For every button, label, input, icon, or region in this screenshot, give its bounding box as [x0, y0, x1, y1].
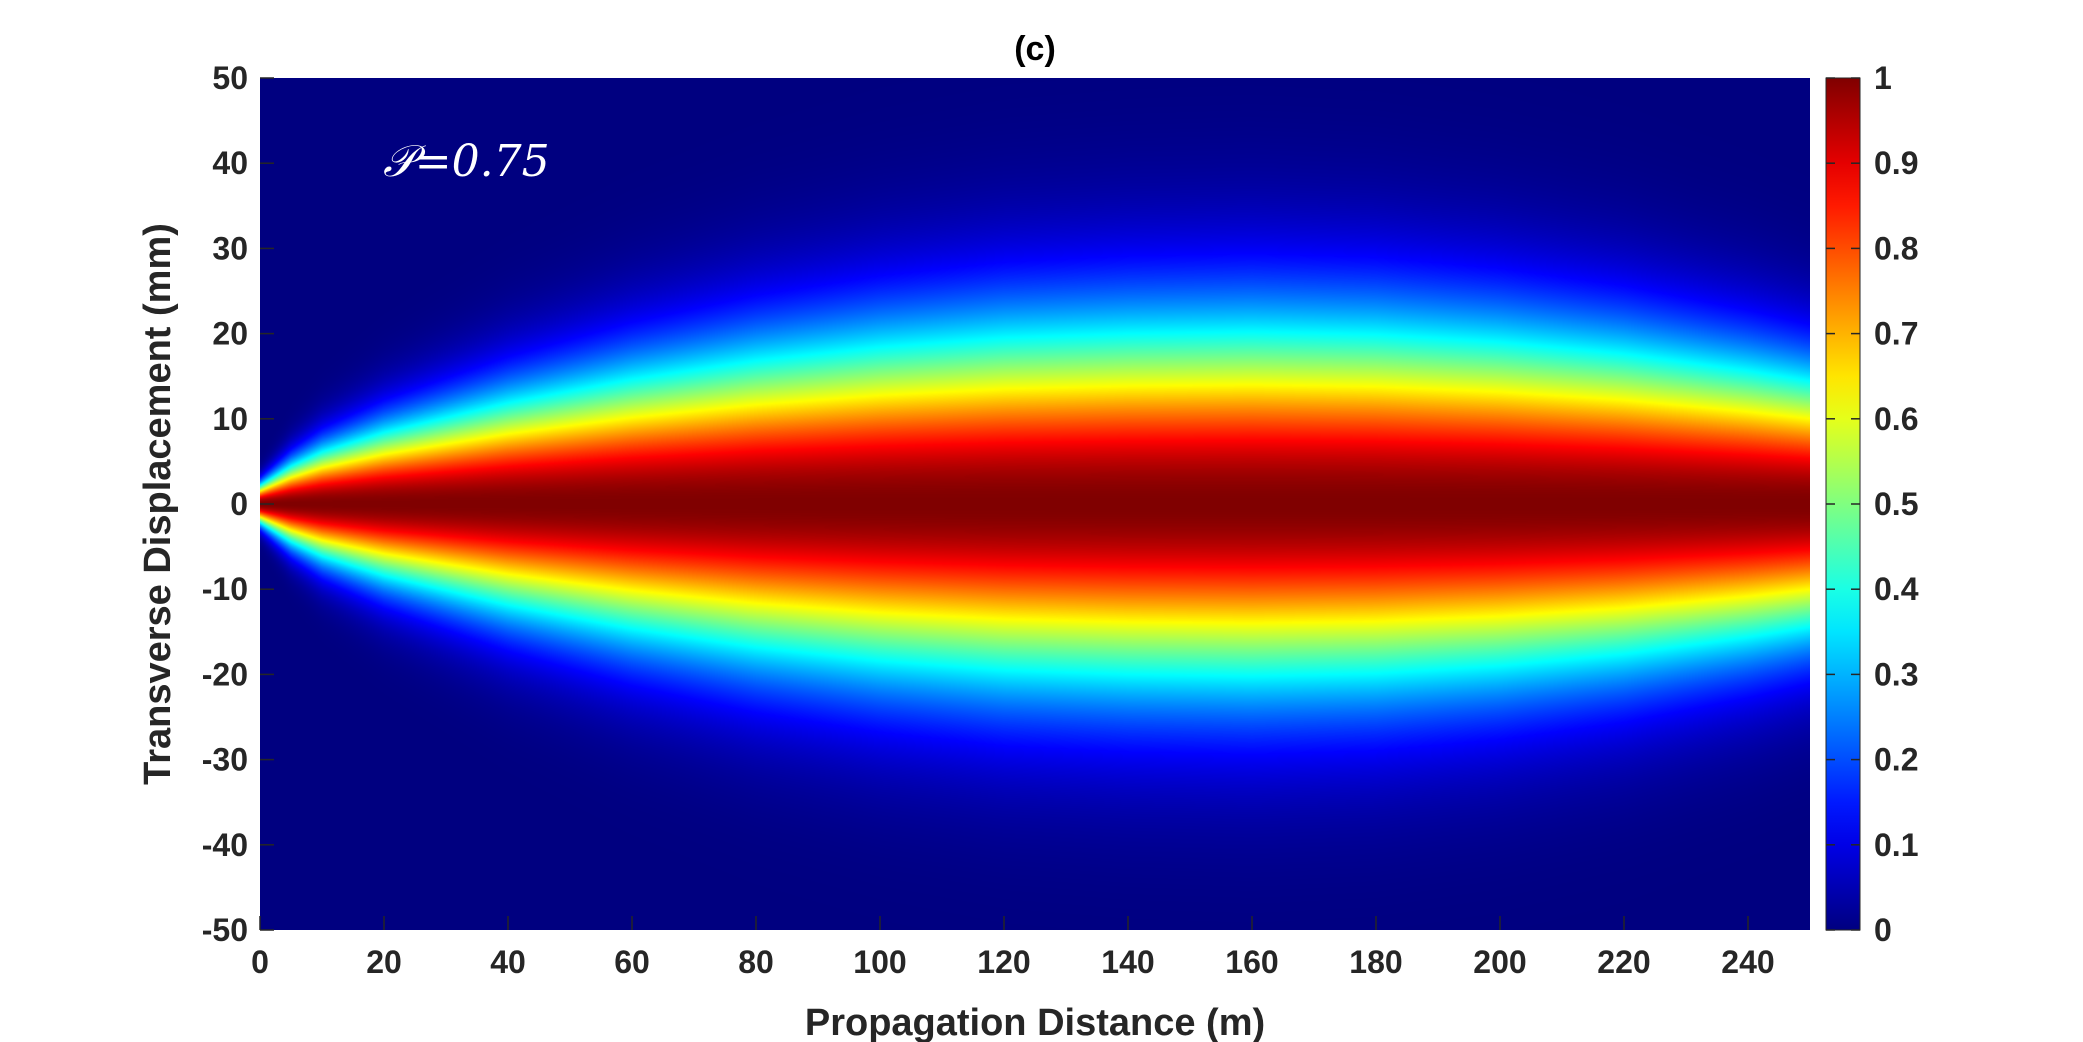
y-tick-label: 30 — [212, 230, 248, 266]
y-tick-label: 20 — [212, 316, 248, 352]
heatmap-canvas — [260, 78, 1810, 930]
colorbar-tick-label: 0.1 — [1874, 827, 1918, 863]
annotation-label: 𝒫=0.75 — [383, 136, 550, 187]
colorbar-ticks: 0 0.1 0.2 0.3 0.4 0.5 0.6 0.7 0.8 0.9 1 — [1826, 60, 1919, 948]
y-tick-label: -10 — [202, 571, 248, 607]
y-tick-label: -20 — [202, 656, 248, 692]
colorbar-tick-label: 1 — [1874, 60, 1892, 96]
y-tick-label: 0 — [230, 486, 248, 522]
x-axis-ticks: 0 20 40 60 80 100 120 140 160 180 200 220 240 — [251, 916, 1775, 980]
x-tick-label: 40 — [490, 944, 526, 980]
x-axis-label: Propagation Distance (m) — [805, 1002, 1265, 1042]
y-tick-label: 50 — [212, 60, 248, 96]
colorbar-tick-label: 0.4 — [1874, 571, 1919, 607]
colorbar-tick-label: 0.7 — [1874, 316, 1918, 352]
x-tick-label: 240 — [1721, 944, 1774, 980]
x-tick-label: 120 — [977, 944, 1030, 980]
y-axis-ticks: -50 -40 -30 -20 -10 0 10 20 30 40 50 — [202, 60, 274, 948]
y-tick-label: -50 — [202, 912, 248, 948]
heatmap-plot-area — [260, 78, 1810, 930]
colorbar-tick-label: 0.5 — [1874, 486, 1918, 522]
x-tick-label: 80 — [738, 944, 774, 980]
x-tick-label: 160 — [1225, 944, 1278, 980]
x-tick-label: 180 — [1349, 944, 1402, 980]
x-tick-label: 20 — [366, 944, 402, 980]
colorbar-tick-label: 0.8 — [1874, 230, 1918, 266]
colorbar-tick-label: 0.3 — [1874, 656, 1918, 692]
colorbar-tick-label: 0.6 — [1874, 401, 1918, 437]
x-tick-label: 220 — [1597, 944, 1650, 980]
y-tick-label: 40 — [212, 145, 248, 181]
y-tick-label: -30 — [202, 742, 248, 778]
x-tick-label: 200 — [1473, 944, 1526, 980]
colorbar-tick-label: 0.9 — [1874, 145, 1918, 181]
y-axis-label: Transverse Displacement (mm) — [137, 223, 179, 785]
chart-title: (c) — [1014, 30, 1056, 68]
y-tick-label: -40 — [202, 827, 248, 863]
y-tick-label: 10 — [212, 401, 248, 437]
x-tick-label: 60 — [614, 944, 650, 980]
colorbar-tick-label: 0 — [1874, 912, 1892, 948]
x-tick-label: 100 — [853, 944, 906, 980]
x-tick-label: 0 — [251, 944, 269, 980]
colorbar-tick-label: 0.2 — [1874, 742, 1918, 778]
x-tick-label: 140 — [1101, 944, 1154, 980]
